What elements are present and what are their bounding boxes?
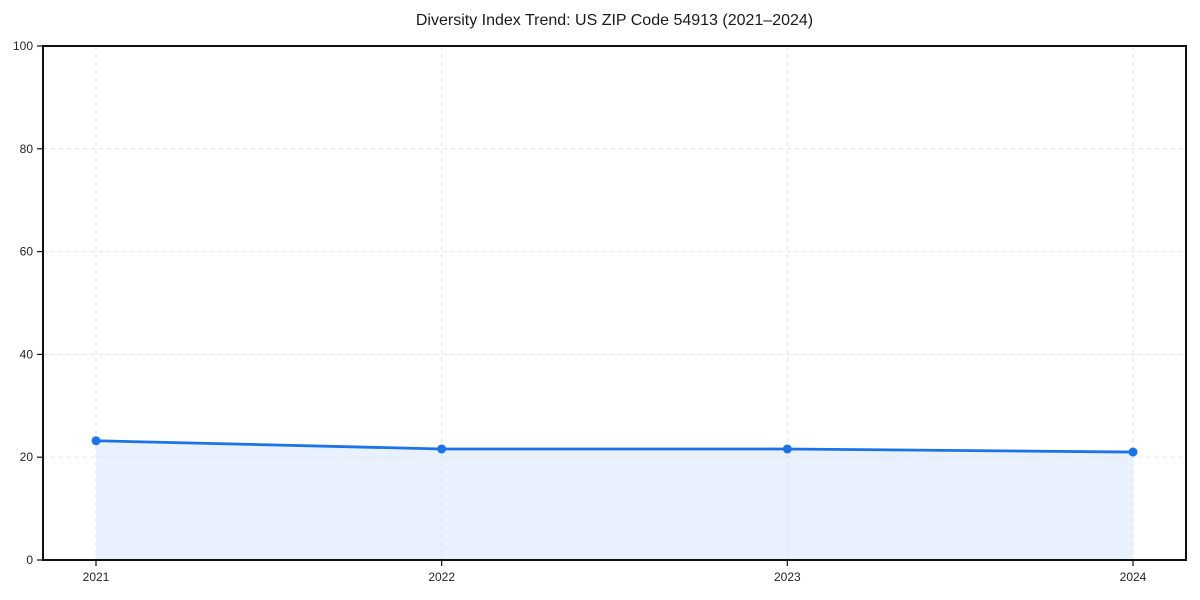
plot-frame — [42, 45, 1187, 561]
y-tick-label: 80 — [20, 142, 34, 156]
data-point-2022 — [437, 444, 447, 454]
y-tick-label: 60 — [20, 245, 34, 259]
y-tick-label: 40 — [20, 347, 34, 361]
chart-title: Diversity Index Trend: US ZIP Code 54913… — [415, 12, 814, 29]
y-tick-label: 0 — [26, 553, 33, 567]
x-tick-label: 2021 — [83, 570, 110, 584]
x-tick-label: 2022 — [428, 570, 455, 584]
data-point-2024 — [1128, 447, 1138, 457]
y-tick-label: 100 — [13, 39, 33, 53]
y-tick-label: 20 — [20, 450, 34, 464]
data-point-2023 — [782, 444, 792, 454]
data-point-2021 — [91, 436, 101, 446]
x-tick-label: 2024 — [1120, 570, 1147, 584]
x-tick-label: 2023 — [774, 570, 801, 584]
trend-line — [94, 439, 1135, 454]
area-fill — [96, 440, 1133, 560]
